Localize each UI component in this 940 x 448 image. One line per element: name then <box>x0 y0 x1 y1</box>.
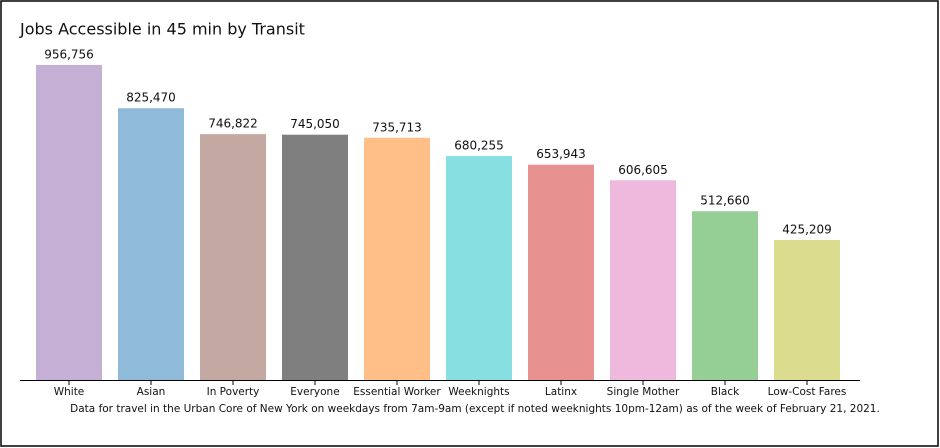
value-label: 512,660 <box>700 194 750 208</box>
bar <box>364 137 430 380</box>
bar <box>610 180 676 380</box>
x-tick-label: Low-Cost Fares <box>768 386 847 398</box>
value-label: 653,943 <box>536 147 586 161</box>
value-label: 425,209 <box>782 223 832 237</box>
value-label: 735,713 <box>372 120 422 134</box>
bar <box>118 108 184 381</box>
value-label: 680,255 <box>454 139 504 153</box>
x-tick-label: Essential Worker <box>353 386 441 398</box>
bar <box>774 240 840 380</box>
value-label: 746,822 <box>208 117 258 131</box>
x-tick-label: Latinx <box>545 386 577 398</box>
footnote: Data for travel in the Urban Core of New… <box>70 403 880 415</box>
value-label: 956,756 <box>44 48 94 62</box>
value-label: 745,050 <box>290 117 340 131</box>
x-tick-label: Single Mother <box>607 386 680 398</box>
bar <box>692 211 758 380</box>
x-tick-label: Black <box>711 386 740 398</box>
bar <box>36 65 102 380</box>
bar <box>282 134 348 380</box>
x-tick-label: White <box>54 386 85 398</box>
bar <box>446 156 512 380</box>
chart-title: Jobs Accessible in 45 min by Transit <box>19 20 305 39</box>
bar <box>200 134 266 380</box>
x-tick-label: Asian <box>137 386 166 398</box>
value-label: 825,470 <box>126 91 176 105</box>
x-tick-label: In Poverty <box>207 386 260 398</box>
bar <box>528 164 594 380</box>
x-tick-label: Everyone <box>290 386 339 398</box>
value-label: 606,605 <box>618 163 668 177</box>
x-tick-label: Weeknights <box>448 386 509 398</box>
